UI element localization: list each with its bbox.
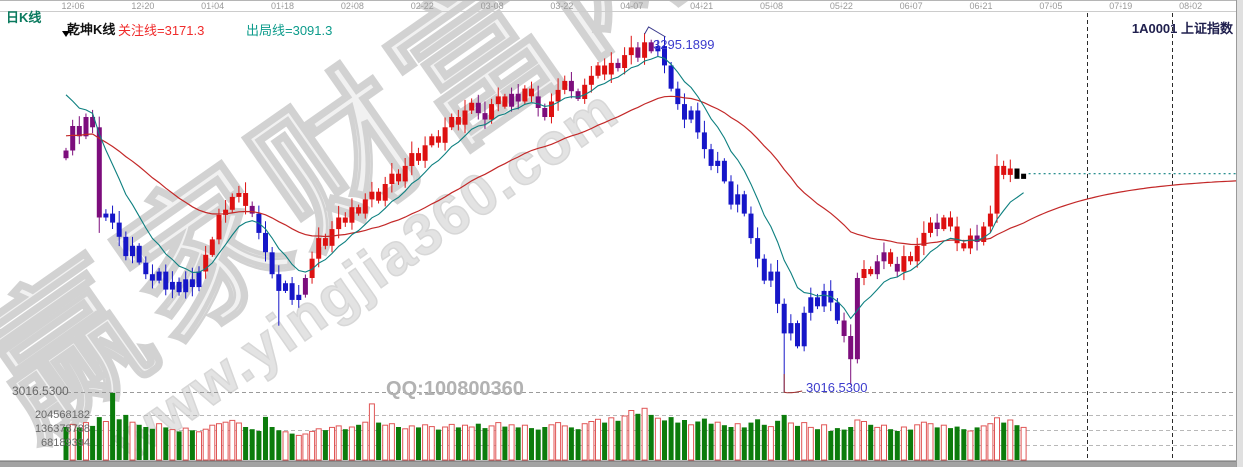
trough-price-annotation: 3016.5300 [806,380,868,395]
date-tick-label: 12-20 [131,1,155,11]
watch-line-value-label: 关注线=3171.3 [118,23,205,38]
tab-qiankun-kline[interactable]: 乾坤K线 [67,22,116,37]
date-tick-label: 05-08 [759,1,784,11]
date-tick-label: 03-08 [480,1,504,11]
date-tick-label: 12-06 [61,1,85,11]
date-tick-label: 04-21 [690,1,714,11]
date-tick-label: 06-21 [969,1,993,11]
date-axis-strip: 12-06 12-20 01-04 01-18 02-08 02-22 03-08 03-22… [0,0,1243,12]
date-tick-label: 01-04 [201,1,225,11]
volume-scale-label-3: 68189394 [41,437,90,449]
date-tick-label: 03-22 [550,1,574,11]
peak-price-annotation: 3295.1899 [653,37,715,52]
date-tick-label: 07-05 [1039,1,1063,11]
date-tick-label: 06-07 [899,1,923,11]
black-triangle-marker-icon [62,31,70,37]
volume-scale-label-1: 204568182 [34,409,90,421]
symbol-title: 1A0001 上证指数 [1131,21,1233,36]
date-tick-label: 02-08 [340,1,364,11]
exit-line-value-label: 出局线=3091.3 [246,23,333,38]
period-label[interactable]: 日K线 [6,10,42,25]
date-tick-label: 04-07 [620,1,644,11]
date-tick-label: 05-22 [829,1,853,11]
date-tick-label: 01-18 [271,1,295,11]
date-tick-label: 08-02 [1179,1,1203,11]
date-tick-label: 02-22 [410,1,434,11]
price-min-scale-label: 3016.5300 [12,384,69,398]
date-tick-label: 07-19 [1109,1,1133,11]
volume-scale-label-2: 136378788 [34,423,90,435]
watermark-qq: QQ:100800360 [386,378,524,400]
